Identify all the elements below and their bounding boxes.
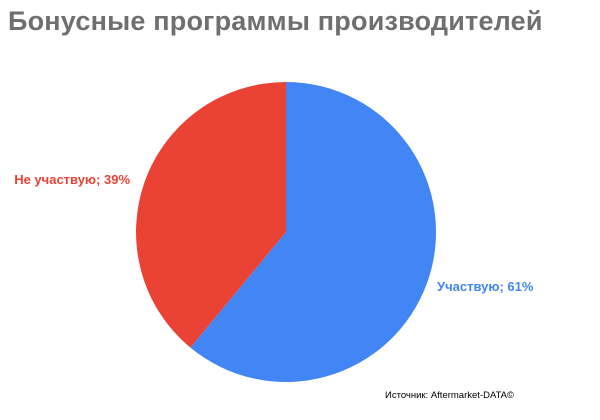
slice-label-1: Не участвую; 39% — [14, 172, 130, 187]
pie-slice-0 — [190, 82, 436, 382]
source-note: Источник: Aftermarket-DATA© — [385, 390, 515, 401]
pie-slice-1 — [135, 82, 286, 348]
chart-title: Бонусные программы производителей — [8, 6, 543, 36]
slice-label-0: Участвую; 61% — [437, 279, 534, 294]
